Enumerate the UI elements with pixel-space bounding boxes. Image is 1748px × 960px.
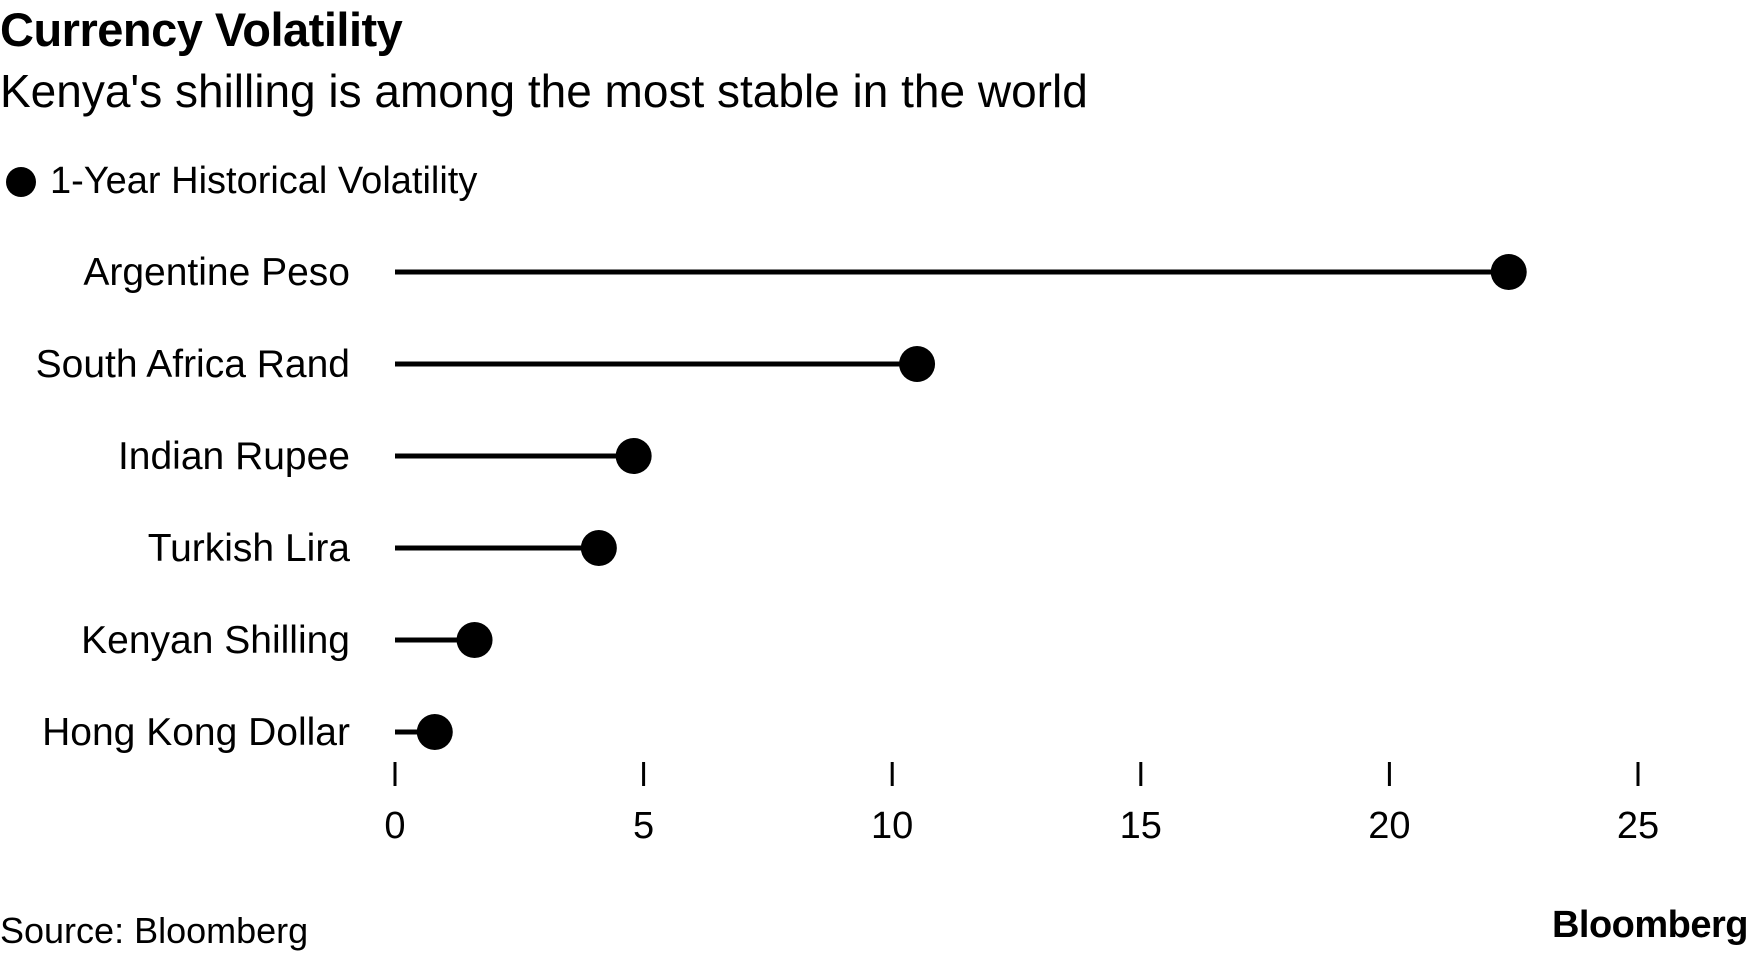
x-tick-label: 25 (1617, 805, 1659, 847)
category-label: South Africa Rand (36, 343, 350, 386)
legend-label: 1-Year Historical Volatility (50, 160, 478, 202)
x-tick-label: 15 (1120, 805, 1162, 847)
x-tick-label: 5 (633, 805, 654, 847)
category-label: Hong Kong Dollar (42, 711, 350, 754)
legend-dot-icon (6, 166, 36, 197)
lollipop-chart: Argentine Peso South Africa Rand Indian Ru… (36, 251, 1660, 847)
category-label: Turkish Lira (148, 527, 351, 570)
x-tick-label: 0 (384, 805, 405, 847)
chart-subtitle: Kenya's shilling is among the most stabl… (0, 65, 1088, 117)
category-label: Kenyan Shilling (81, 619, 350, 662)
lollipop-dot (615, 438, 652, 474)
lollipop-dot (580, 530, 617, 566)
category-label: Indian Rupee (118, 435, 350, 478)
lollipop-dot (416, 714, 453, 750)
brand-logo: Bloomberg (1551, 904, 1748, 946)
legend: 1-Year Historical Volatility (0, 160, 477, 203)
chart-title: Currency Volatility (0, 3, 403, 56)
x-tick-label: 20 (1368, 805, 1410, 847)
x-tick-label: 10 (871, 805, 913, 847)
lollipop-dot (1490, 254, 1527, 290)
lollipop-dot (899, 346, 936, 382)
category-label: Argentine Peso (83, 251, 350, 294)
source-note: Source: Bloomberg (0, 910, 309, 951)
lollipop-dot (456, 622, 493, 658)
